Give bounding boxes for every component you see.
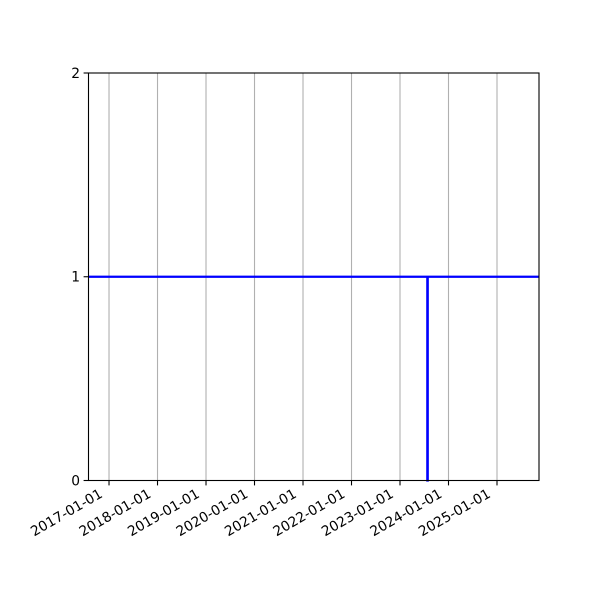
x-axis-ticks: 2017-01-012018-01-012019-01-012020-01-01…: [28, 480, 498, 540]
y-tick-label: 1: [71, 270, 80, 286]
y-axis-ticks: 0 1 2: [71, 66, 89, 489]
data-line-value: [88, 275, 539, 482]
y-tick-label: 2: [71, 66, 80, 82]
y-tick-label: 0: [71, 473, 80, 489]
series-lines: [88, 275, 539, 482]
